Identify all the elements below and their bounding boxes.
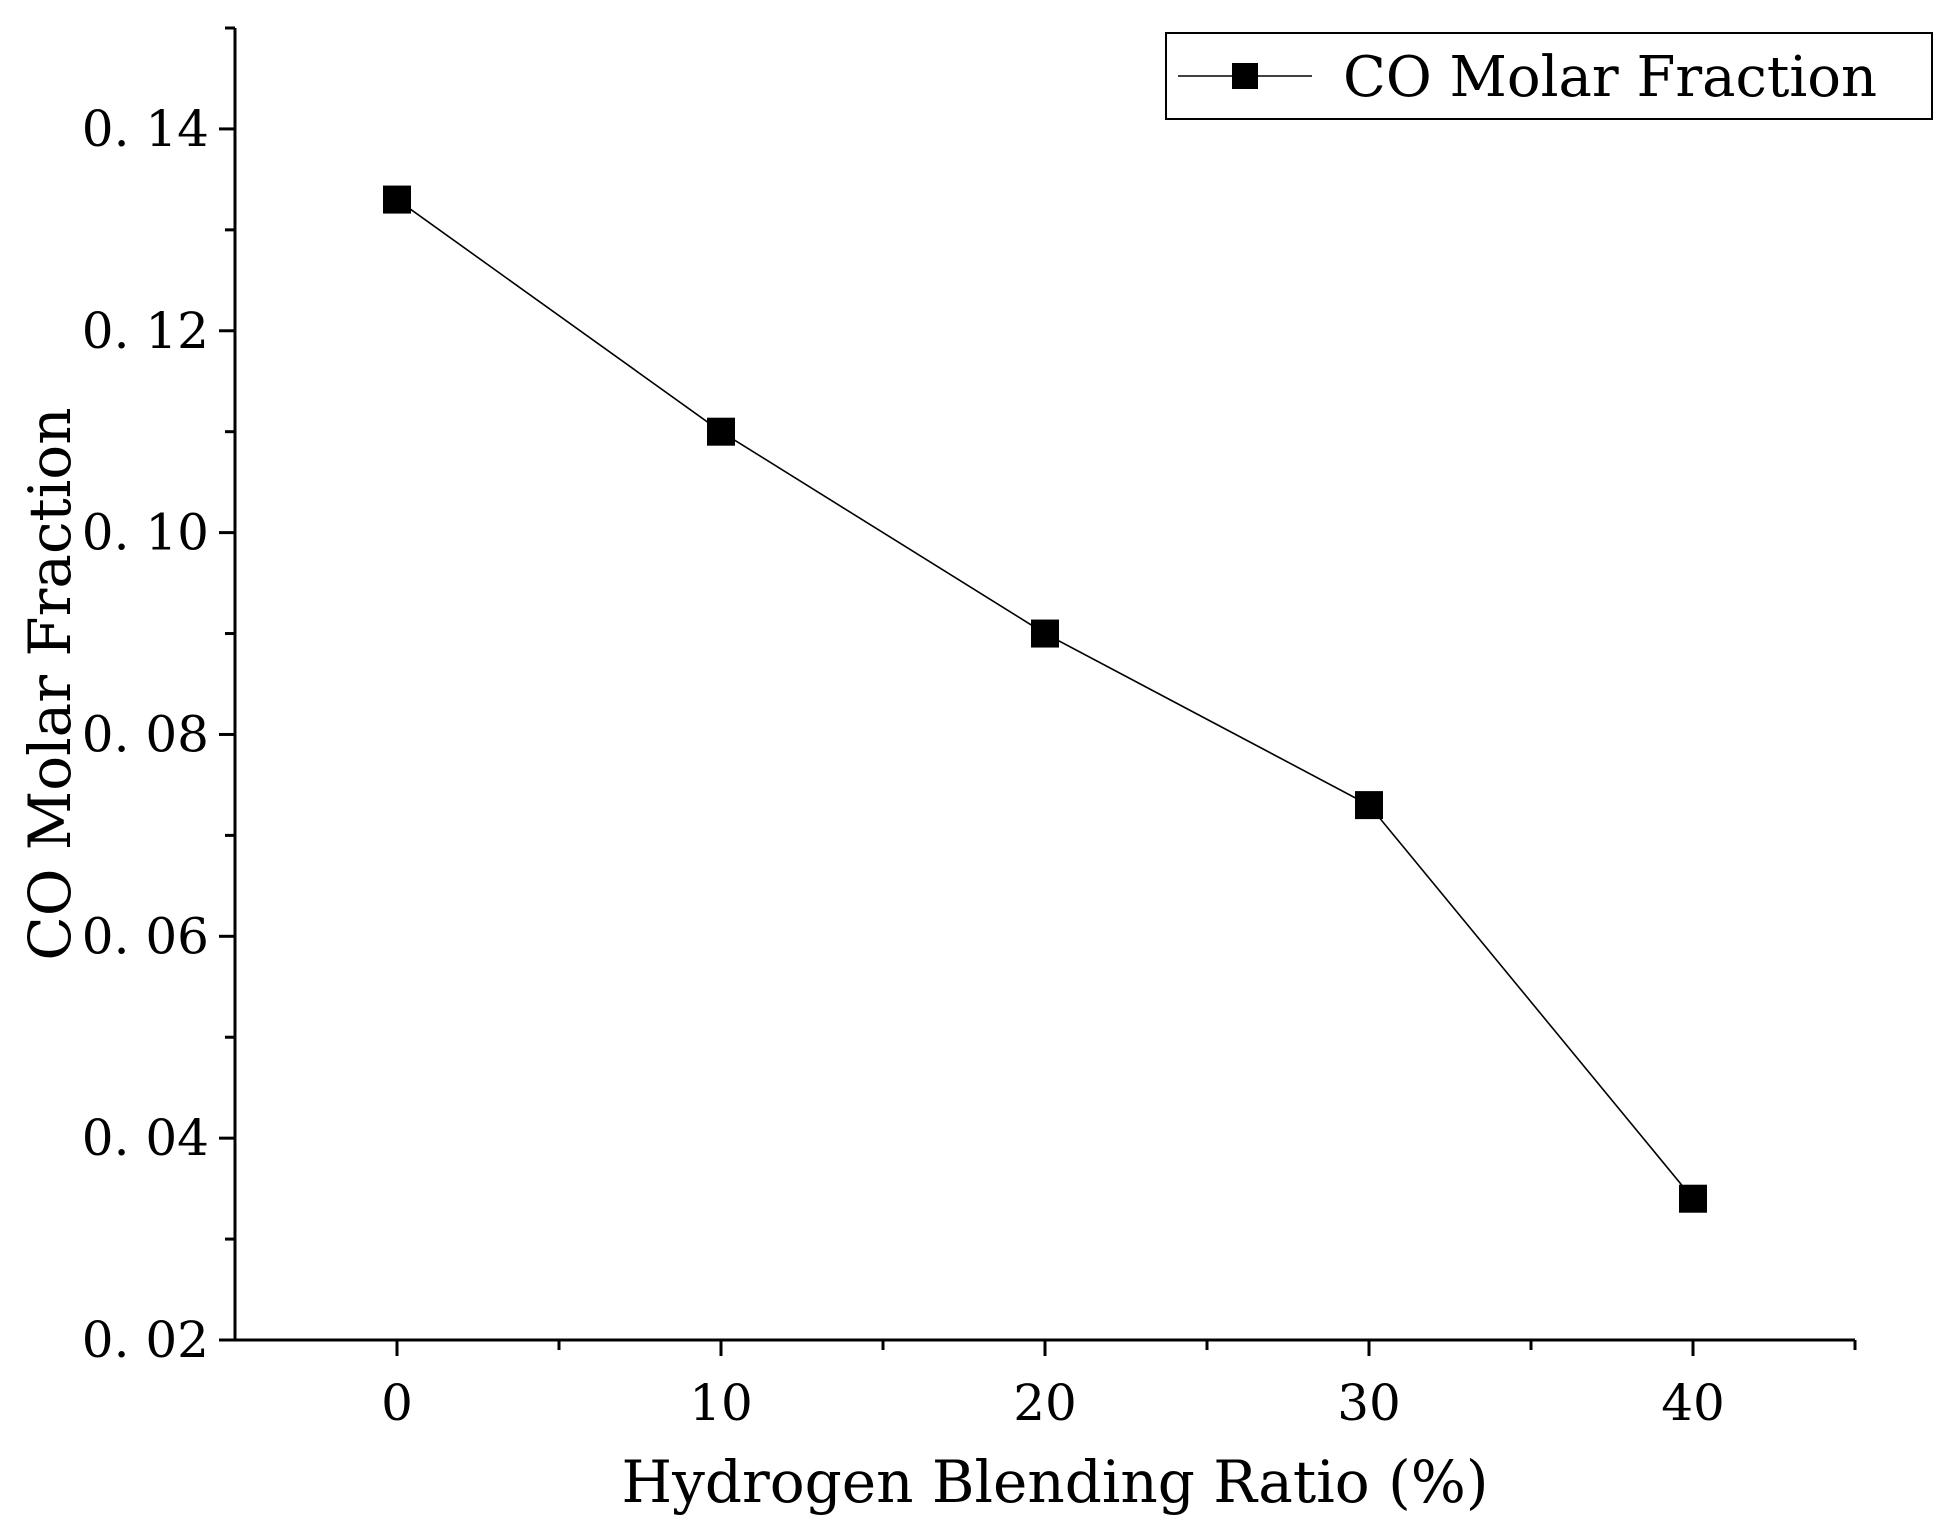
y-tick-label: 0. 08 xyxy=(82,705,209,763)
legend: CO Molar Fraction xyxy=(1165,32,1933,120)
data-point-marker xyxy=(1679,1184,1707,1213)
axes-layer xyxy=(233,28,1855,1342)
legend-label: CO Molar Fraction xyxy=(1343,45,1877,110)
data-point-marker xyxy=(1355,791,1383,820)
y-axis-title: CO Molar Fraction xyxy=(16,407,84,960)
legend-marker-swatch xyxy=(1232,63,1258,89)
series-layer xyxy=(383,185,1707,1213)
y-tick-label: 0. 04 xyxy=(82,1109,209,1167)
data-point-marker xyxy=(1031,619,1059,648)
y-tick-label: 0. 12 xyxy=(82,302,209,360)
x-tick-label: 10 xyxy=(689,1374,753,1432)
y-tick-label: 0. 06 xyxy=(82,907,209,965)
y-tick-label: 0. 02 xyxy=(82,1311,209,1369)
x-tick-label: 0 xyxy=(381,1374,413,1432)
x-tick-label: 40 xyxy=(1661,1374,1725,1432)
series-line xyxy=(396,198,1694,1200)
x-tick-label: 30 xyxy=(1337,1374,1401,1432)
x-tick-label: 20 xyxy=(1013,1374,1077,1432)
x-axis-title: Hydrogen Blending Ratio (%) xyxy=(622,1448,1489,1516)
y-tick-label: 0. 14 xyxy=(82,100,209,158)
y-tick-label: 0. 10 xyxy=(82,504,209,562)
data-point-marker xyxy=(383,185,411,214)
data-point-marker xyxy=(707,417,735,446)
ticks-layer: 0 10 20 30 40 0. 02 0. 04 0. 06 0. 08 0. 10 0. 12 0… xyxy=(82,26,1857,1432)
